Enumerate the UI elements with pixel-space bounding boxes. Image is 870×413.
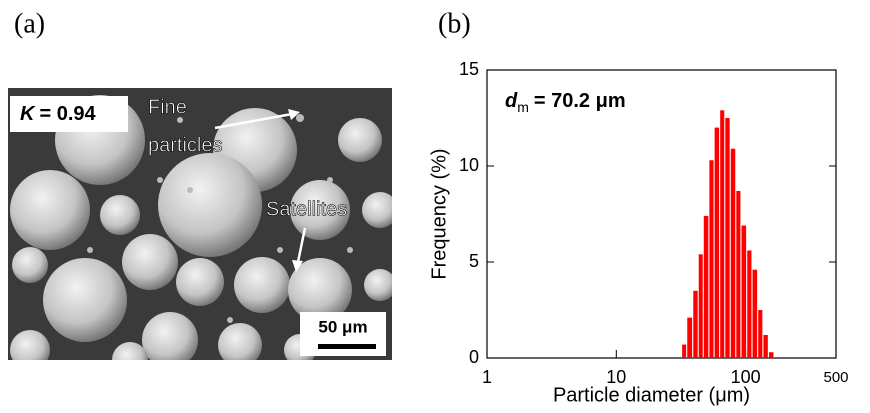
annotation: Fine — [148, 96, 187, 118]
bar — [742, 226, 747, 358]
particle — [364, 269, 396, 301]
satellite — [347, 247, 353, 253]
annotation-subscript: m — [517, 99, 529, 115]
y-tick-label: 10 — [459, 155, 479, 175]
figure: (a) K= 0.94FineparticlesSatellites50 μm … — [0, 0, 870, 408]
annotation: dm = 70.2 μm — [505, 90, 626, 114]
satellite — [296, 114, 304, 122]
particle — [10, 330, 50, 370]
particle — [100, 195, 140, 235]
scale-label: 50 μm — [318, 317, 367, 336]
bar — [709, 160, 713, 358]
bar — [699, 254, 703, 358]
annotation-symbol: d — [505, 90, 518, 112]
annotation-text: = 70.2 μm — [534, 90, 626, 112]
x-tick-label: 1 — [482, 367, 492, 387]
particle — [43, 258, 127, 342]
bar — [704, 216, 709, 358]
sem-image: K= 0.94 Fine particles Satellites 50 μm — [8, 88, 398, 378]
y-axis-label: Frequency (%) — [428, 148, 450, 279]
bar — [715, 128, 719, 358]
satellite — [157, 177, 163, 183]
satellite — [277, 247, 283, 253]
satellite — [87, 247, 93, 253]
k-label: K= 0.94 — [20, 103, 96, 125]
particle — [158, 153, 262, 257]
bar — [769, 352, 774, 358]
particle — [112, 342, 148, 378]
satellite — [227, 317, 233, 323]
bar — [736, 191, 740, 358]
panel-label: (b) — [438, 8, 471, 39]
k-value: = 0.94 — [39, 103, 96, 125]
bar — [693, 291, 697, 358]
bar — [682, 345, 686, 358]
y-tick-label: 5 — [469, 251, 479, 271]
bar — [731, 149, 735, 358]
particle — [142, 312, 198, 368]
x-axis-label: Particle diameter (μm) — [553, 384, 750, 406]
annotation: Satellites — [266, 198, 347, 220]
scale-bar — [318, 344, 376, 349]
bar — [720, 110, 724, 358]
particle — [10, 170, 90, 250]
satellite — [187, 187, 193, 193]
particle — [218, 323, 262, 367]
bar — [725, 118, 729, 358]
particle — [122, 234, 178, 290]
y-tick-label: 0 — [469, 347, 479, 367]
satellite — [327, 177, 333, 183]
y-tick-label: 15 — [459, 59, 479, 79]
bar — [753, 270, 758, 358]
bar — [758, 310, 762, 358]
plot-frame — [487, 70, 836, 358]
bar — [747, 250, 751, 358]
panel-label: (a) — [14, 8, 45, 39]
annotation: particles — [148, 134, 222, 156]
bar — [687, 318, 692, 358]
particle — [176, 258, 224, 306]
particle — [12, 247, 48, 283]
particle — [234, 257, 290, 313]
x-tick-label: 500 — [823, 369, 848, 386]
bar — [763, 335, 767, 358]
particle — [338, 118, 382, 162]
k-symbol: K — [20, 103, 36, 125]
particle — [362, 192, 398, 228]
